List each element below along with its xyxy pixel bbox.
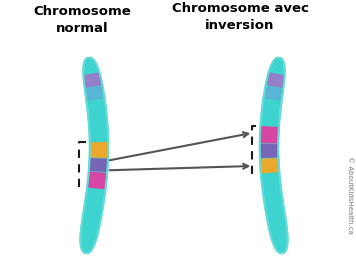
Text: © AboutKidsHealth.ca: © AboutKidsHealth.ca [347, 156, 353, 234]
PathPatch shape [89, 158, 108, 172]
Text: Chromosome avec
inversion: Chromosome avec inversion [172, 2, 308, 32]
PathPatch shape [83, 72, 103, 88]
Text: Chromosome
normal: Chromosome normal [33, 5, 131, 35]
PathPatch shape [260, 58, 288, 253]
PathPatch shape [80, 58, 108, 253]
PathPatch shape [85, 86, 105, 101]
PathPatch shape [260, 158, 279, 174]
PathPatch shape [90, 142, 108, 158]
PathPatch shape [87, 171, 107, 190]
PathPatch shape [266, 72, 284, 88]
PathPatch shape [260, 126, 279, 144]
PathPatch shape [260, 144, 278, 158]
PathPatch shape [263, 86, 283, 101]
